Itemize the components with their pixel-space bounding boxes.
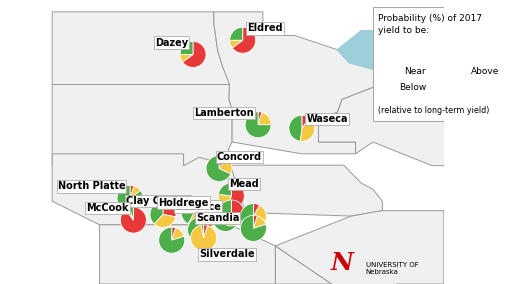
Wedge shape [258,112,271,125]
Text: Near: Near [405,66,426,76]
Wedge shape [231,200,244,222]
Text: Concord: Concord [217,152,262,162]
Wedge shape [129,207,133,220]
Wedge shape [188,212,203,225]
Text: Clay Center: Clay Center [126,196,189,206]
Wedge shape [218,194,231,208]
Wedge shape [204,225,208,238]
Wedge shape [191,225,217,251]
Text: McCook: McCook [86,203,129,213]
Wedge shape [180,55,193,62]
Wedge shape [230,40,243,48]
Text: Above: Above [471,66,499,76]
Wedge shape [130,186,140,198]
Polygon shape [99,225,275,284]
Polygon shape [52,154,245,225]
Polygon shape [214,12,385,154]
Wedge shape [201,225,204,238]
Wedge shape [117,185,143,211]
Wedge shape [230,27,243,40]
Wedge shape [126,208,133,220]
Wedge shape [254,215,258,228]
Wedge shape [154,214,176,227]
Wedge shape [213,205,238,231]
Text: Holdrege: Holdrege [158,198,209,208]
Wedge shape [218,200,231,219]
Text: Mead: Mead [229,179,259,189]
Wedge shape [448,60,467,87]
Polygon shape [337,31,505,83]
Wedge shape [225,205,233,218]
Wedge shape [431,60,448,87]
Text: N: N [331,250,354,275]
Text: Scandia: Scandia [196,213,239,223]
Polygon shape [52,85,232,166]
Polygon shape [319,83,456,166]
Wedge shape [159,227,185,253]
Wedge shape [181,199,194,224]
Wedge shape [187,217,200,242]
Wedge shape [433,78,464,96]
Text: Beatrice: Beatrice [175,202,221,212]
Wedge shape [219,158,232,174]
Wedge shape [254,216,266,228]
Text: North Platte: North Platte [58,181,125,191]
Wedge shape [219,183,231,196]
Text: Dazey: Dazey [155,37,188,48]
Text: Waseca: Waseca [307,114,348,124]
Wedge shape [163,201,176,217]
Text: Eldred: Eldred [247,23,283,34]
Polygon shape [275,246,396,284]
Wedge shape [182,41,206,67]
Wedge shape [240,215,266,241]
Polygon shape [456,83,503,178]
Wedge shape [206,156,231,181]
Wedge shape [240,204,266,229]
Polygon shape [229,149,382,216]
Wedge shape [245,112,271,138]
Wedge shape [289,115,302,141]
Wedge shape [130,185,134,198]
Wedge shape [200,217,213,230]
Wedge shape [254,205,266,221]
Text: Lamberton: Lamberton [194,108,254,118]
Text: Below: Below [399,83,426,92]
Wedge shape [219,156,227,168]
Polygon shape [52,12,229,85]
Wedge shape [196,226,214,243]
Wedge shape [302,115,310,128]
Text: (relative to long-term yield): (relative to long-term yield) [378,106,489,115]
Wedge shape [258,112,262,125]
Wedge shape [180,41,193,55]
Text: Silverdale: Silverdale [199,249,255,259]
Wedge shape [120,207,146,233]
Wedge shape [225,208,238,222]
Wedge shape [172,228,184,240]
Text: Probability (%) of 2017
yield to be:: Probability (%) of 2017 yield to be: [378,14,482,35]
Wedge shape [232,27,256,53]
Wedge shape [227,183,244,209]
Wedge shape [194,199,207,222]
Text: UNIVERSITY OF
Nebraska: UNIVERSITY OF Nebraska [366,262,419,275]
Wedge shape [172,227,176,240]
Polygon shape [275,211,444,284]
Wedge shape [254,204,260,216]
Wedge shape [220,213,240,226]
Wedge shape [150,201,163,224]
FancyBboxPatch shape [373,7,505,121]
Wedge shape [300,118,315,141]
